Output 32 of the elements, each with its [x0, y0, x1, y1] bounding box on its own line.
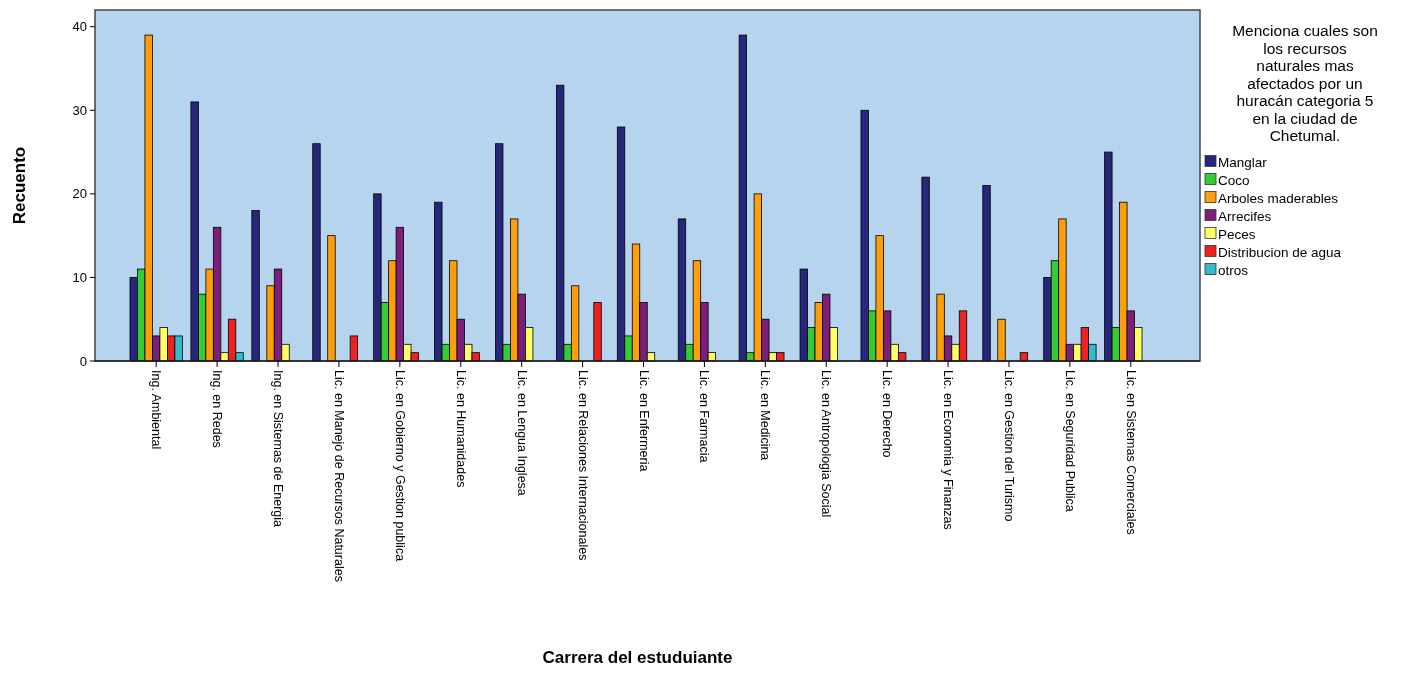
x-tick-label: Lic. en Farmacia — [697, 370, 712, 463]
x-tick-label: Lic. en Humanidades — [453, 370, 468, 488]
legend-label: Arboles maderables — [1218, 191, 1339, 207]
x-tick-label: Lic. en Lengua Inglesa — [514, 370, 529, 496]
legend-title: Menciona cuales son los recursos naturales mas afectados por un huracán categoria 5 en la ciudad de Chetumal. — [1232, 22, 1378, 144]
legend-label: Coco — [1218, 173, 1250, 189]
x-tick-label: Lic. en Enfermeria — [636, 370, 651, 472]
y-tick-label: 20 — [72, 186, 87, 202]
legend-label: otros — [1218, 263, 1249, 279]
y-tick-label: 30 — [72, 102, 87, 118]
x-tick-label: Lic. en Gobierno y Gestion publica — [392, 370, 407, 562]
x-tick-label: Lic. en Seguridad Publica — [1062, 370, 1077, 512]
x-tick-label: Lic. en Sistemas Comerciales — [1123, 370, 1138, 535]
y-axis-title: Recuento — [10, 146, 29, 225]
x-tick-label: Ing. en Redes — [210, 370, 225, 448]
x-tick-label: Lic. en Medicina — [758, 370, 773, 461]
x-tick-label: Lic. en Gestion del Turismo — [1001, 370, 1016, 522]
x-tick-label: Ing. Ambiental — [149, 370, 164, 450]
y-tick-label: 0 — [79, 353, 87, 369]
legend-label: Distribucion de agua — [1218, 245, 1342, 261]
x-tick-label: Lic. en Relaciones Internacionales — [575, 370, 590, 561]
legend-label: Arrecifes — [1218, 209, 1272, 225]
x-tick-label: Lic. en Economia y Finanzas — [941, 370, 956, 530]
x-axis-title: Carrera del estuduiante — [542, 648, 733, 667]
x-tick-label: Lic. en Derecho — [880, 370, 895, 458]
y-tick-label: 40 — [72, 19, 87, 35]
x-tick-label: Lic. en Manejo de Recursos Naturales — [331, 370, 346, 582]
x-tick-label: Lic. en Antropologia Social — [819, 370, 834, 518]
y-tick-label: 10 — [72, 269, 87, 285]
x-tick-label: Ing. en Sistemas de Energia — [271, 370, 286, 528]
legend-label: Peces — [1218, 227, 1256, 243]
legend-label: Manglar — [1218, 155, 1268, 171]
